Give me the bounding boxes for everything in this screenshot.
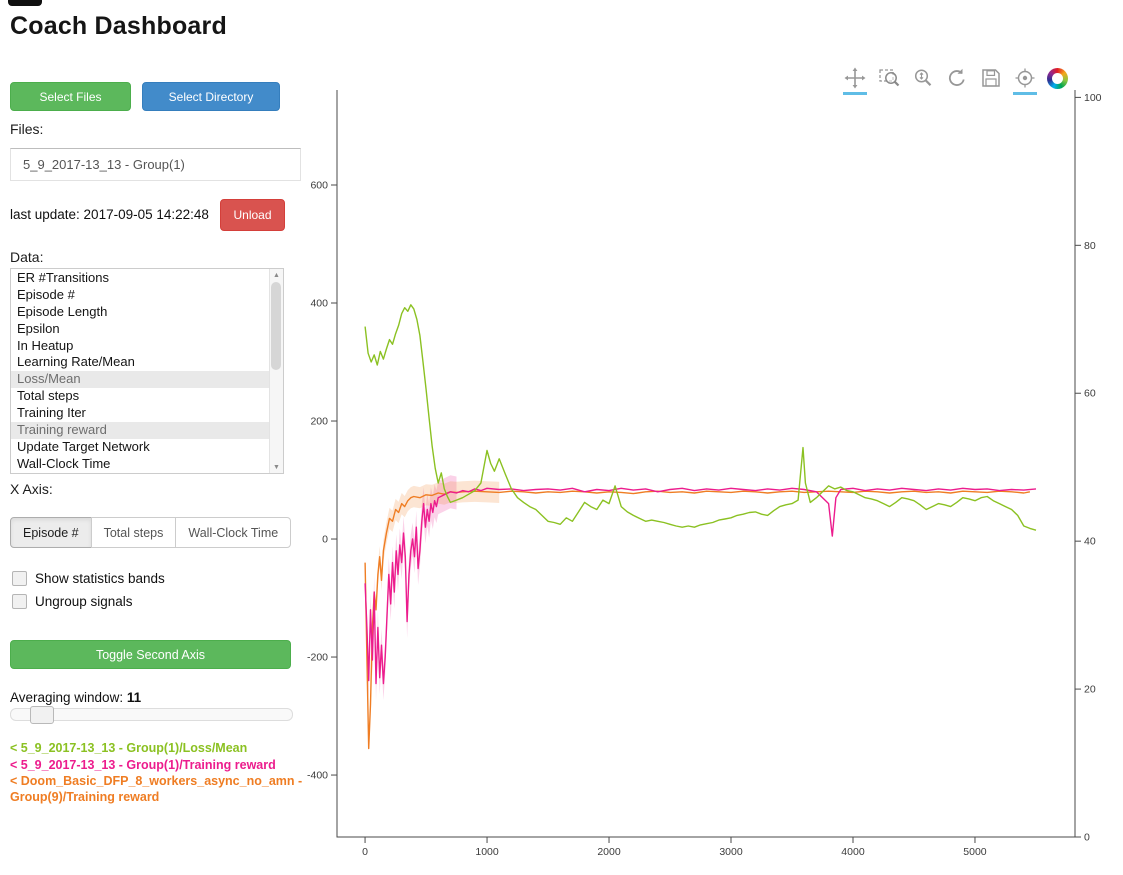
x-axis-option-episode[interactable]: Episode #	[10, 517, 92, 548]
averaging-window-value: 11	[126, 690, 142, 705]
data-list-item-er-transitions[interactable]: ER #Transitions	[17, 270, 109, 285]
scroll-down-icon[interactable]: ▼	[273, 463, 280, 471]
data-list-item-epsilon[interactable]: Epsilon	[17, 320, 60, 336]
legend-item[interactable]: < Doom_Basic_DFP_8_workers_async_no_amn …	[10, 774, 303, 804]
y-left-tick-label: 600	[310, 179, 328, 191]
checkbox-show-statistics-bands[interactable]: Show statistics bands	[12, 571, 165, 586]
averaging-window-label: Averaging window: 11	[10, 690, 141, 705]
data-listbox-items: ER #Transitions Episode # Episode Length Ep…	[11, 270, 270, 473]
y-right-tick-label: 0	[1084, 832, 1090, 844]
x-tick-label: 4000	[841, 846, 865, 858]
data-list-item-training-iter[interactable]: Training Iter	[17, 405, 86, 421]
y-left-tick-label: 0	[322, 534, 328, 546]
y-right-tick-label: 20	[1084, 684, 1096, 696]
averaging-window-slider[interactable]	[10, 706, 293, 724]
files-label: Files:	[10, 121, 44, 137]
checkbox-label: Show statistics bands	[35, 571, 165, 586]
select-directory-button[interactable]: Select Directory	[142, 82, 280, 111]
y-left-tick-label: 200	[310, 416, 328, 428]
reset-tool-icon[interactable]	[945, 66, 969, 90]
legend: < 5_9_2017-13_13 - Group(1)/Loss/Mean < 5…	[10, 741, 303, 806]
bokeh-logo[interactable]	[1047, 67, 1068, 89]
slider-thumb[interactable]	[30, 706, 54, 724]
data-list-item-loss-mean[interactable]: Loss/Mean	[11, 371, 270, 389]
legend-item[interactable]: < 5_9_2017-13_13 - Group(1)/Training rew…	[10, 757, 276, 772]
data-list-item-update-target-network[interactable]: Update Target Network	[17, 438, 150, 454]
data-label: Data:	[10, 249, 44, 265]
unload-button[interactable]: Unload	[220, 199, 285, 231]
data-list-item-learning-rate-mean[interactable]: Learning Rate/Mean	[17, 354, 135, 370]
data-list-item-wall-clock-time[interactable]: Wall-Clock Time	[17, 455, 111, 471]
legend-item[interactable]: < 5_9_2017-13_13 - Group(1)/Loss/Mean	[10, 741, 248, 755]
y-right-tick-label: 80	[1084, 240, 1096, 252]
x-axis-option-wall-clock-time[interactable]: Wall-Clock Time	[175, 517, 292, 548]
checkbox-box[interactable]	[12, 594, 27, 609]
series-line-doom-basic-dfp-8-workers-async-no-amn-group-9-training-reward[interactable]	[364, 490, 1031, 750]
scroll-up-icon[interactable]: ▲	[273, 271, 280, 279]
series-line-5-9-2017-13-13-group-1-loss-mean[interactable]	[364, 304, 1037, 531]
page-title: Coach Dashboard	[10, 12, 227, 40]
y-right-tick-label: 100	[1084, 92, 1102, 104]
data-list-item-total-steps[interactable]: Total steps	[17, 388, 80, 404]
toggle-second-axis-button[interactable]: Toggle Second Axis	[10, 640, 291, 669]
last-update-text: last update: 2017-09-05 14:22:48	[10, 207, 209, 222]
checkbox-ungroup-signals[interactable]: Ungroup signals	[12, 594, 133, 609]
y-left-tick-label: 400	[310, 298, 328, 310]
pan-tool-icon[interactable]	[843, 66, 867, 95]
data-list-item-episode[interactable]: Episode #	[17, 286, 75, 302]
x-axis-button-group: Episode # Total steps Wall-Clock Time	[10, 517, 292, 548]
files-select[interactable]: 5_9_2017-13_13 - Group(1)	[10, 148, 301, 181]
averaging-window-text: Averaging window:	[10, 690, 124, 705]
data-list-item-episode-length[interactable]: Episode Length	[17, 303, 108, 319]
x-tick-label: 0	[362, 846, 368, 858]
chart-canvas[interactable]: 0 1000 2000 3000 4000 5000 -400 -200 0 200 400 600 0…	[300, 55, 1123, 875]
x-tick-label: 5000	[963, 846, 987, 858]
data-listbox-scrollbar[interactable]: ▲ ▼	[269, 269, 283, 473]
y-left-tick-label: -400	[307, 770, 328, 782]
y-right-tick-label: 60	[1084, 388, 1096, 400]
save-tool-icon[interactable]	[979, 66, 1003, 90]
checkbox-box[interactable]	[12, 571, 27, 586]
hover-tool-icon[interactable]	[1013, 66, 1037, 95]
wheel-zoom-tool-icon[interactable]	[911, 66, 935, 90]
data-list-item-training-reward[interactable]: Training reward	[11, 422, 270, 439]
y-left-tick-label: -200	[307, 652, 328, 664]
x-tick-label: 3000	[719, 846, 743, 858]
box-zoom-tool-icon[interactable]	[877, 66, 901, 90]
scrollbar-thumb[interactable]	[271, 282, 281, 370]
x-tick-label: 2000	[597, 846, 621, 858]
screen-artifact	[8, 0, 42, 6]
x-axis-label: X Axis:	[10, 481, 53, 497]
y-right-tick-label: 40	[1084, 536, 1096, 548]
series-line-5-9-2017-13-13-group-1-training-reward[interactable]	[364, 487, 1037, 685]
x-tick-label: 1000	[475, 846, 499, 858]
series-band-doom-basic-dfp-8-workers-async-no-amn-group-9-training-reward	[377, 480, 500, 591]
data-listbox[interactable]: ER #Transitions Episode # Episode Length Ep…	[10, 268, 284, 474]
checkbox-label: Ungroup signals	[35, 594, 133, 609]
plot-frame	[336, 90, 1076, 838]
bokeh-toolbar	[843, 66, 1068, 95]
x-axis-option-total-steps[interactable]: Total steps	[90, 517, 177, 548]
select-files-button[interactable]: Select Files	[10, 82, 131, 111]
data-list-item-in-heatup[interactable]: In Heatup	[17, 337, 74, 353]
